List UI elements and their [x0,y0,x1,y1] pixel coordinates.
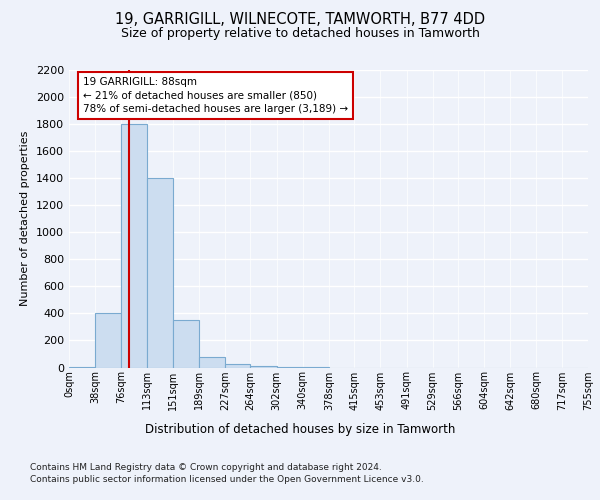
Text: Contains HM Land Registry data © Crown copyright and database right 2024.: Contains HM Land Registry data © Crown c… [30,462,382,471]
Bar [250,366,277,368]
Text: Size of property relative to detached houses in Tamworth: Size of property relative to detached ho… [121,28,479,40]
Y-axis label: Number of detached properties: Number of detached properties [20,131,31,306]
Bar [277,367,303,368]
Text: 19, GARRIGILL, WILNECOTE, TAMWORTH, B77 4DD: 19, GARRIGILL, WILNECOTE, TAMWORTH, B77 … [115,12,485,28]
Text: 19 GARRIGILL: 88sqm
← 21% of detached houses are smaller (850)
78% of semi-detac: 19 GARRIGILL: 88sqm ← 21% of detached ho… [83,78,348,114]
Bar [199,358,225,368]
Bar [146,178,173,368]
Text: Contains public sector information licensed under the Open Government Licence v3: Contains public sector information licen… [30,475,424,484]
Bar [95,314,121,368]
Text: Distribution of detached houses by size in Tamworth: Distribution of detached houses by size … [145,422,455,436]
Bar [121,124,146,368]
Bar [69,367,95,368]
Bar [173,320,199,368]
Bar [225,364,250,368]
